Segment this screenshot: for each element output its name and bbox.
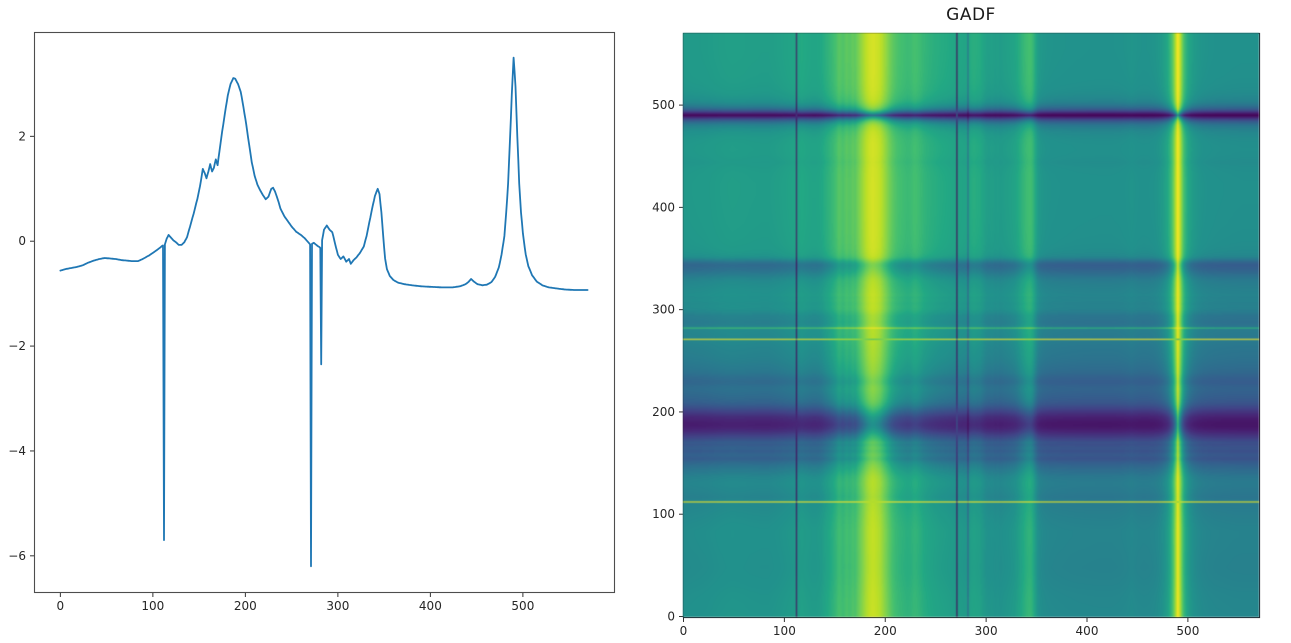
gadf-x-tick-label: 200 [874,624,897,638]
gadf-y-tick-label: 500 [652,98,675,112]
line-plot-x-tick-label: 100 [141,599,164,613]
gadf-y-tick-label: 300 [652,303,675,317]
line-plot-y-tick-label: −6 [8,549,26,563]
line-plot-frame [33,31,616,594]
line-plot-y-tick-label: −4 [8,444,26,458]
line-plot-x-tick-label: 200 [234,599,257,613]
line-plot-x-tick-label: 500 [511,599,534,613]
gadf-x-tick-label: 0 [680,624,688,638]
line-plot-y-tick-label: 2 [18,129,26,143]
gadf-x-tick-label: 300 [975,624,998,638]
line-plot-y-tick-label: −2 [8,339,26,353]
gadf-y-tick-label: 0 [667,609,675,623]
gadf-y-tick-label: 200 [652,405,675,419]
signal-line [59,56,589,568]
line-plot-x-tick-label: 300 [326,599,349,613]
line-plot-x-tick-label: 0 [57,599,65,613]
gadf-x-tick-label: 100 [773,624,796,638]
gadf-x-tick-label: 400 [1076,624,1099,638]
gadf-y-tick-label: 400 [652,200,675,214]
line-plot-y-tick-label: 0 [18,234,26,248]
gadf-y-tick-label: 100 [652,507,675,521]
gadf-heatmap-image [683,33,1259,617]
gadf-title: GADF [946,5,996,25]
gadf-x-tick-label: 500 [1176,624,1199,638]
line-plot-x-tick-label: 400 [419,599,442,613]
